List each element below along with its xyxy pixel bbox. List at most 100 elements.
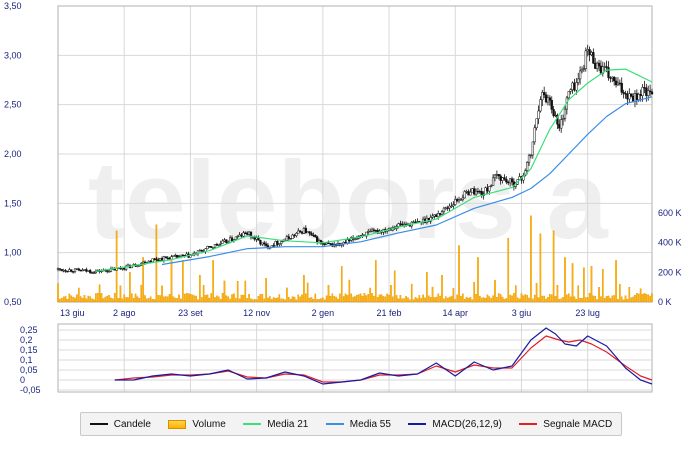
volume-bar bbox=[558, 299, 561, 303]
candle-body bbox=[448, 205, 451, 209]
candle-body bbox=[329, 243, 332, 245]
volume-bar bbox=[85, 298, 88, 303]
candle-body bbox=[525, 162, 529, 171]
volume-bar bbox=[350, 293, 353, 303]
candle-body bbox=[507, 181, 510, 184]
candle-body bbox=[539, 99, 542, 112]
candle-body bbox=[497, 174, 500, 177]
candle-body bbox=[552, 109, 555, 117]
volume-bar bbox=[185, 293, 188, 303]
volume-bar bbox=[607, 295, 610, 303]
candle-body bbox=[246, 232, 249, 235]
legend-label: Segnale MACD bbox=[543, 418, 613, 430]
candle-body bbox=[435, 214, 438, 218]
volume-bar bbox=[554, 296, 557, 303]
volume-bar bbox=[204, 295, 207, 303]
price-tick-label: 0,50 bbox=[4, 297, 22, 307]
volume-bar bbox=[376, 297, 379, 303]
volume-bar bbox=[149, 296, 152, 303]
candle-body bbox=[276, 241, 279, 245]
candle-body bbox=[595, 62, 599, 69]
candle-body bbox=[372, 229, 376, 231]
volume-bar bbox=[528, 297, 530, 303]
volume-bar bbox=[96, 293, 99, 303]
volume-bar bbox=[263, 298, 266, 303]
candle-body bbox=[302, 227, 306, 234]
volume-bar bbox=[446, 297, 449, 303]
candle-body bbox=[361, 234, 364, 237]
candle-body bbox=[206, 246, 209, 250]
volume-bar bbox=[93, 299, 95, 303]
macd-tick-label: 0 bbox=[20, 375, 25, 385]
volume-bar bbox=[532, 298, 534, 303]
candle-body bbox=[650, 91, 654, 95]
volume-bar bbox=[293, 296, 296, 303]
volume-bar bbox=[567, 293, 570, 303]
volume-bar bbox=[297, 294, 300, 303]
macd-line bbox=[114, 327, 653, 385]
candle-body bbox=[62, 270, 65, 272]
candle-body bbox=[68, 269, 71, 272]
volume-bar bbox=[462, 293, 464, 303]
candle-body bbox=[274, 241, 277, 247]
legend-label: Media 55 bbox=[349, 418, 391, 430]
candle-body bbox=[433, 214, 436, 217]
candle-body bbox=[586, 49, 589, 52]
candle-body bbox=[217, 243, 220, 246]
volume-bar bbox=[248, 294, 250, 303]
legend-label: MACD(26,12,9) bbox=[432, 418, 502, 430]
volume-bar bbox=[322, 297, 324, 303]
volume-bar bbox=[259, 294, 262, 303]
volume-bar bbox=[236, 281, 239, 303]
candle-body bbox=[353, 238, 357, 240]
volume-bar bbox=[641, 293, 644, 303]
volume-bar bbox=[180, 298, 182, 303]
volume-bar bbox=[147, 298, 150, 303]
candle-body bbox=[64, 270, 67, 272]
volume-bar bbox=[142, 257, 144, 303]
candle-body bbox=[397, 223, 400, 227]
volume-bar bbox=[562, 297, 564, 303]
volume-bar bbox=[305, 293, 307, 303]
volume-bar bbox=[444, 296, 447, 303]
legend-swatch bbox=[168, 419, 187, 429]
candle-body bbox=[200, 250, 203, 252]
date-tick-label: 3 giu bbox=[512, 308, 532, 318]
volume-bar bbox=[206, 294, 209, 303]
volume-bar bbox=[59, 298, 61, 303]
candle-body bbox=[567, 91, 570, 99]
volume-bar bbox=[129, 272, 131, 303]
volume-bar bbox=[416, 298, 419, 303]
volume-bar bbox=[235, 297, 237, 303]
volume-bar bbox=[543, 295, 545, 303]
candle-body bbox=[582, 68, 586, 70]
volume-bar bbox=[526, 294, 528, 303]
candle-body bbox=[71, 271, 75, 273]
ma21-line bbox=[95, 68, 653, 272]
volume-bar bbox=[426, 272, 428, 303]
volume-bar bbox=[240, 294, 243, 303]
candle-body bbox=[563, 108, 567, 119]
candle-body bbox=[138, 265, 141, 267]
volume-bar bbox=[602, 269, 604, 303]
price-tick-label: 2,50 bbox=[4, 100, 22, 110]
volume-bar bbox=[98, 284, 101, 303]
volume-bar bbox=[647, 294, 650, 303]
volume-bar bbox=[344, 293, 347, 303]
volume-bar bbox=[278, 294, 281, 303]
volume-axis-ticks: 600 K 400 K 200 K 0 K bbox=[658, 208, 682, 307]
date-tick-label: 2 gen bbox=[312, 308, 335, 318]
legend-swatch bbox=[519, 423, 538, 425]
candle-body bbox=[490, 185, 493, 187]
candle-body bbox=[412, 221, 415, 223]
volume-bar bbox=[405, 296, 407, 303]
volume-bar bbox=[484, 298, 487, 303]
date-tick-label: 13 giu bbox=[60, 308, 85, 318]
candle-body bbox=[465, 191, 468, 193]
volume-bar bbox=[393, 270, 396, 303]
volume-bar bbox=[121, 298, 124, 303]
candle-body bbox=[164, 256, 167, 259]
candle-body bbox=[499, 175, 502, 181]
